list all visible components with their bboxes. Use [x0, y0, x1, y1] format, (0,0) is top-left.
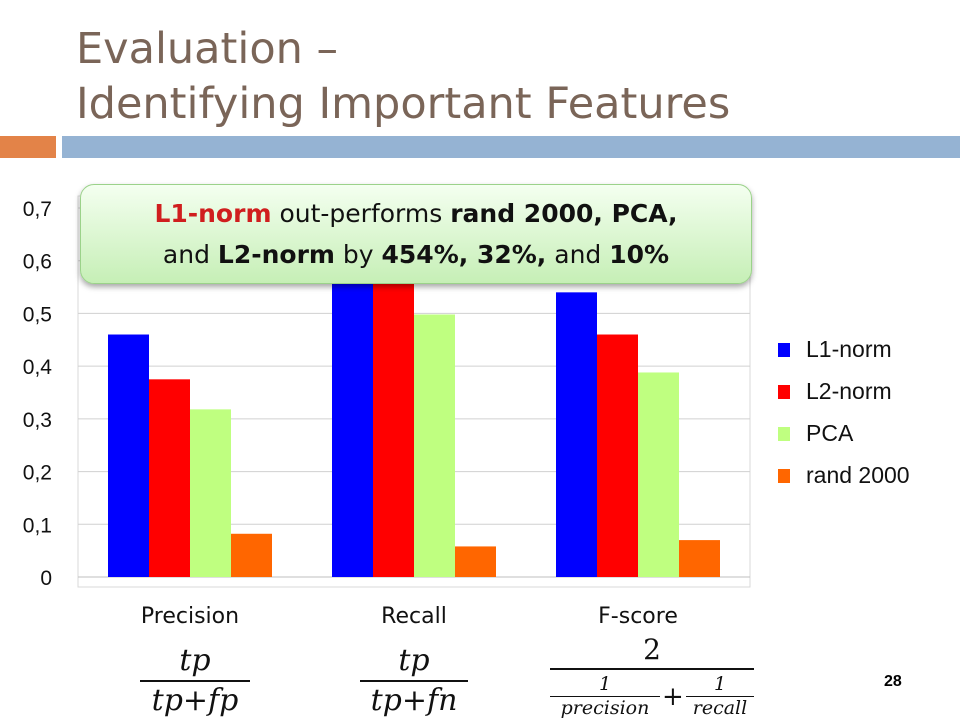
- y-tick-label: 0,7: [23, 198, 52, 221]
- legend-swatch: [778, 385, 790, 399]
- recall-denominator: tp+fn: [370, 683, 458, 718]
- legend-label: L1-norm: [806, 336, 892, 362]
- header-accent-orange: [0, 136, 56, 158]
- bar-l2-norm: [149, 379, 190, 577]
- bar-pca: [190, 409, 231, 577]
- callout-percent-a: 454%, 32%,: [381, 240, 547, 269]
- bar-rand-2000: [231, 533, 272, 577]
- bar-l2-norm: [597, 334, 638, 577]
- callout-text-a: out-performs: [271, 199, 451, 228]
- x-tick-label: Precision: [141, 604, 239, 629]
- callout-text-c: by: [334, 240, 382, 269]
- legend-swatch: [778, 343, 790, 357]
- fraction-bar: [686, 696, 754, 697]
- callout-text-d: and: [546, 240, 610, 269]
- y-tick-label: 0,3: [23, 409, 52, 432]
- x-tick-label: F-score: [598, 604, 678, 629]
- fraction-bar: [550, 696, 660, 697]
- bar-l1-norm: [332, 276, 373, 577]
- y-tick-label: 0,5: [23, 303, 52, 326]
- callout-text-b: and: [162, 240, 218, 269]
- fraction-bar: [140, 680, 250, 682]
- precision-denominator: tp+fp: [151, 683, 239, 718]
- fscore-recall-term: 1 recall: [686, 674, 754, 719]
- fraction-bar: [360, 680, 468, 682]
- y-tick-label: 0: [40, 567, 52, 590]
- callout-line-1: L1-norm out-performs rand 2000, PCA,: [81, 193, 751, 234]
- slide-title: Evaluation – Identifying Important Featu…: [76, 22, 936, 132]
- term-numerator: 1: [713, 673, 727, 695]
- legend-swatch: [778, 427, 790, 441]
- plus-sign: +: [662, 682, 684, 712]
- fscore-numerator: 2: [643, 633, 661, 666]
- recall-formula: tp tp+fn: [360, 644, 468, 718]
- legend-swatch: [778, 469, 790, 483]
- legend-label: L2-norm: [806, 378, 892, 404]
- slide-title-line-1: Evaluation –: [76, 24, 339, 74]
- y-tick-label: 0,6: [23, 251, 52, 274]
- legend-label: PCA: [806, 420, 854, 446]
- recall-numerator: tp: [398, 643, 430, 678]
- fscore-formula: 2 1 precision + 1 recall: [550, 634, 754, 720]
- fscore-denominator: 1 precision + 1 recall: [550, 672, 754, 720]
- bar-chart: 0 0,1 0,2 0,3 0,4 0,5 0,6 0,7 Precision Recall F-s…: [23, 195, 751, 629]
- bar-l2-norm: [373, 279, 414, 577]
- callout-baselines: rand 2000, PCA,: [450, 199, 678, 228]
- callout-box: L1-norm out-performs rand 2000, PCA, and…: [80, 184, 752, 284]
- term-numerator: 1: [598, 673, 612, 695]
- y-tick-label: 0,2: [23, 462, 52, 485]
- callout-l1-norm: L1-norm: [154, 199, 272, 228]
- bar-rand-2000: [679, 540, 720, 577]
- header-accent-blue: [62, 136, 960, 158]
- legend-label: rand 2000: [806, 462, 910, 488]
- y-tick-label: 0,1: [23, 514, 52, 537]
- slide-title-line-2: Identifying Important Features: [76, 79, 731, 129]
- x-tick-label: Recall: [381, 604, 447, 629]
- page-number: 28: [884, 673, 902, 690]
- y-tick-label: 0,4: [23, 356, 53, 379]
- callout-l2-norm: L2-norm: [217, 240, 335, 269]
- callout-percent-b: 10%: [609, 240, 670, 269]
- bar-rand-2000: [455, 546, 496, 577]
- bar-l1-norm: [108, 334, 149, 577]
- fraction-bar: [550, 668, 754, 670]
- precision-formula: tp tp+fp: [140, 644, 250, 718]
- precision-numerator: tp: [179, 643, 211, 678]
- bar-pca: [414, 314, 455, 577]
- fscore-precision-term: 1 precision: [550, 674, 660, 719]
- bar-pca: [638, 372, 679, 577]
- term-denominator: precision: [560, 697, 650, 719]
- bar-l1-norm: [556, 292, 597, 577]
- callout-line-2: and L2-norm by 454%, 32%, and 10%: [81, 234, 751, 275]
- term-denominator: recall: [692, 697, 748, 719]
